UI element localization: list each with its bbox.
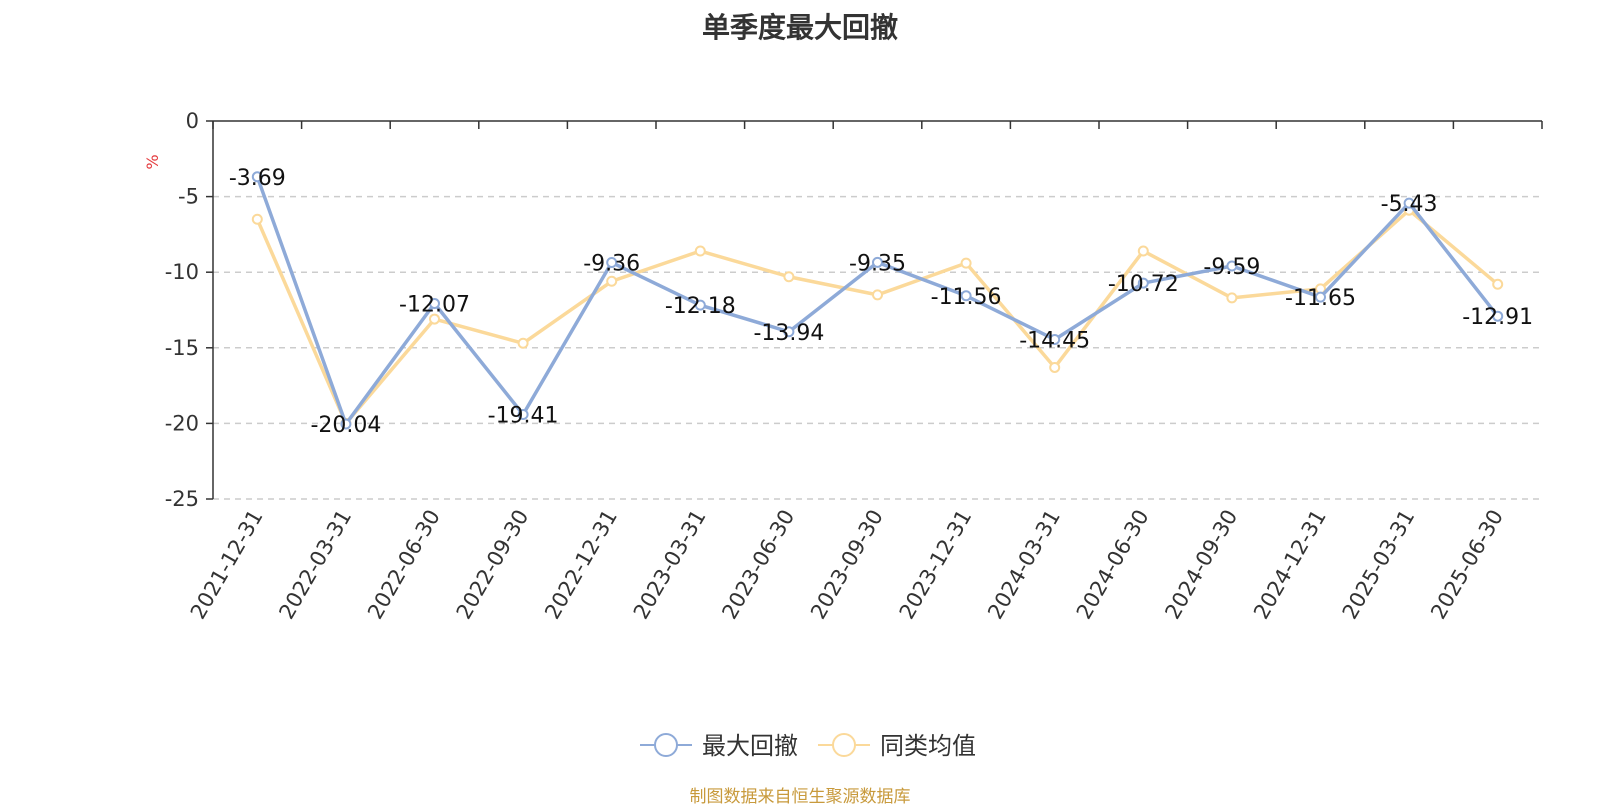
legend-swatch-marker xyxy=(832,733,856,757)
data-label: -9.35 xyxy=(849,251,906,276)
data-point xyxy=(251,213,263,225)
data-point xyxy=(1492,310,1504,322)
data-point xyxy=(1137,245,1149,257)
legend-label: 同类均值 xyxy=(880,732,976,760)
data-label: -20.04 xyxy=(310,413,381,438)
data-point xyxy=(783,326,795,338)
grid-lines xyxy=(213,195,1542,500)
x-tick-label: 2023-06-30 xyxy=(717,506,799,624)
data-label: -11.65 xyxy=(1285,286,1356,311)
data-point xyxy=(1226,292,1238,304)
data-label: -10.72 xyxy=(1108,272,1179,297)
x-tick-label: 2025-06-30 xyxy=(1426,506,1508,624)
data-point xyxy=(1049,361,1061,373)
data-label: -13.94 xyxy=(753,321,824,346)
x-tick-label: 2024-09-30 xyxy=(1160,506,1242,624)
data-labels: -3.69 -20.04 -12.07 -19.41 -9.36 -12.18 -13.94… xyxy=(229,166,1533,438)
data-point xyxy=(960,290,972,302)
data-point xyxy=(1403,197,1415,209)
data-point xyxy=(606,275,618,287)
y-axis-unit: % xyxy=(143,154,162,169)
data-label: -9.59 xyxy=(1203,255,1260,280)
data-point xyxy=(251,171,263,183)
data-point xyxy=(606,257,618,269)
data-point xyxy=(429,313,440,325)
y-tick-label: -15 xyxy=(165,336,199,360)
data-label: -14.45 xyxy=(1019,328,1090,353)
axes: 0-5-10-15-20-25%2021-12-31 2022-03-31 2022… xyxy=(143,109,1543,624)
x-tick-label: 2024-03-31 xyxy=(983,506,1065,624)
data-point xyxy=(517,408,529,420)
x-tick-label: 2022-09-30 xyxy=(452,506,534,624)
data-point xyxy=(340,418,352,430)
data-point xyxy=(429,297,440,309)
data-label: -11.56 xyxy=(931,285,1002,310)
y-tick-label: -10 xyxy=(165,260,199,284)
legend-label: 最大回撤 xyxy=(702,732,798,760)
data-point xyxy=(517,337,529,349)
x-tick-label: 2022-06-30 xyxy=(363,506,445,624)
data-label: -12.18 xyxy=(665,294,736,319)
data-label: -12.91 xyxy=(1462,305,1533,330)
x-tick-label: 2021-12-31 xyxy=(186,506,268,624)
y-tick-label: -25 xyxy=(165,487,199,511)
data-label: -12.07 xyxy=(399,292,470,317)
legend: 最大回撤 同类均值 xyxy=(640,732,976,760)
data-point xyxy=(960,257,972,269)
x-tick-label: 2022-03-31 xyxy=(274,506,356,624)
legend-swatch-marker xyxy=(654,733,678,757)
x-tick-label: 2024-06-30 xyxy=(1072,506,1154,624)
data-point xyxy=(783,271,795,283)
data-point xyxy=(872,256,883,268)
data-point xyxy=(1226,260,1238,272)
data-point xyxy=(1315,291,1326,303)
y-tick-label: -20 xyxy=(165,411,199,435)
data-label: -19.41 xyxy=(488,403,559,428)
data-point xyxy=(694,299,706,311)
data-label: -5.43 xyxy=(1381,192,1438,217)
y-tick-label: -5 xyxy=(178,185,199,209)
series-group xyxy=(251,171,1504,430)
data-label: -9.36 xyxy=(583,252,640,277)
x-tick-label: 2023-12-31 xyxy=(895,506,977,624)
data-point xyxy=(1492,278,1504,290)
data-point xyxy=(694,245,706,257)
data-point xyxy=(1049,333,1061,345)
x-tick-label: 2023-03-31 xyxy=(629,506,711,624)
source-footer: 制图数据来自恒生聚源数据库 xyxy=(689,787,911,807)
data-point xyxy=(1137,277,1149,289)
x-tick-label: 2022-12-31 xyxy=(540,506,622,624)
x-tick-label: 2024-12-31 xyxy=(1249,506,1331,624)
chart-title: 单季度最大回撤 xyxy=(701,11,898,44)
y-tick-label: 0 xyxy=(186,109,199,133)
data-point xyxy=(872,289,883,301)
x-tick-label: 2023-09-30 xyxy=(806,506,888,624)
x-tick-label: 2025-03-31 xyxy=(1338,506,1420,624)
data-label: -3.69 xyxy=(229,166,286,191)
